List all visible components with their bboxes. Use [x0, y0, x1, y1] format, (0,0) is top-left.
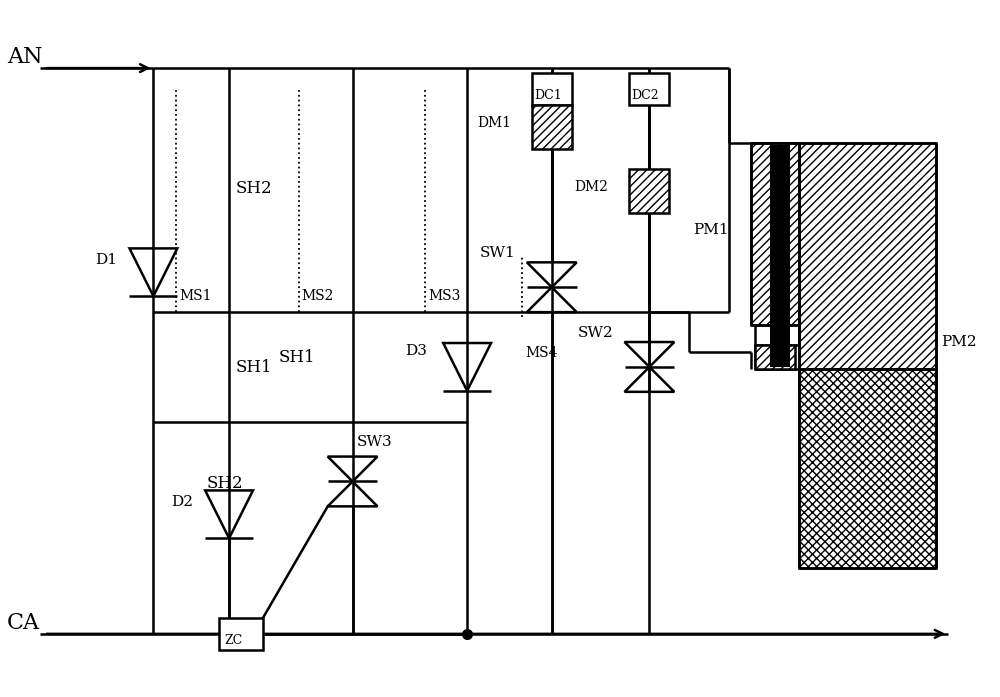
Bar [799, 143, 936, 369]
Text: SW2: SW2 [578, 326, 613, 340]
Text: SH1: SH1 [236, 359, 273, 376]
Text: SW1: SW1 [480, 246, 516, 261]
Text: MS3: MS3 [428, 289, 461, 303]
Text: SW3: SW3 [357, 435, 392, 449]
Bar [532, 105, 572, 148]
Bar [219, 618, 263, 650]
Bar [770, 145, 790, 367]
Text: SH2: SH2 [206, 475, 243, 492]
Text: SH2: SH2 [236, 180, 273, 197]
Text: SH1: SH1 [279, 349, 316, 366]
Bar [751, 143, 799, 325]
Text: ZC: ZC [224, 634, 242, 647]
Bar [629, 169, 669, 213]
Text: MS4: MS4 [525, 346, 557, 360]
Bar [755, 345, 795, 369]
Text: D2: D2 [171, 496, 193, 510]
Text: DM2: DM2 [575, 180, 609, 194]
Text: MS2: MS2 [302, 289, 334, 303]
Text: DC2: DC2 [631, 89, 659, 102]
Bar [799, 369, 936, 568]
Text: PM2: PM2 [941, 335, 977, 348]
Text: PM1: PM1 [693, 223, 729, 237]
Text: MS1: MS1 [179, 289, 212, 303]
Bar [532, 73, 572, 105]
Text: CA: CA [7, 612, 40, 634]
Text: DM1: DM1 [477, 116, 511, 130]
Text: AN: AN [7, 46, 42, 68]
Text: DC1: DC1 [534, 89, 562, 102]
Bar [629, 73, 669, 105]
Text: D3: D3 [405, 344, 427, 358]
Text: D1: D1 [96, 253, 118, 268]
